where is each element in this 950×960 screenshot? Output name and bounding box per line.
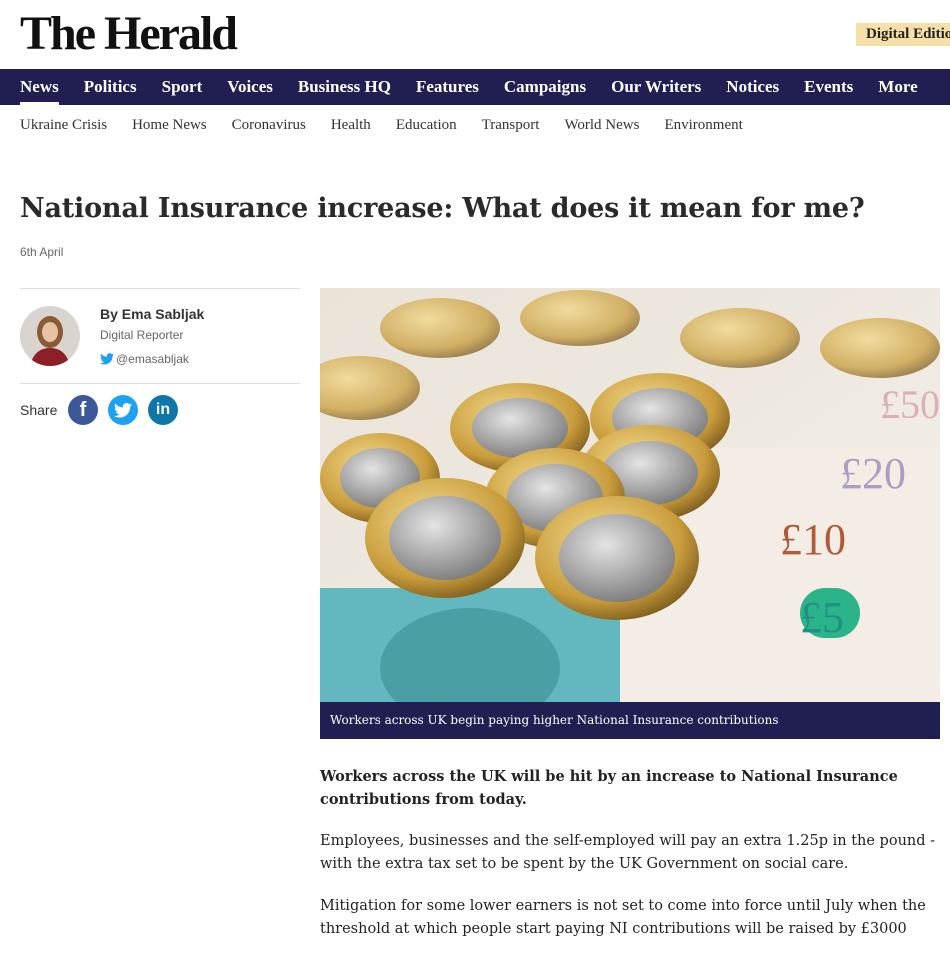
author-twitter[interactable]: @emasabljak [100,352,189,366]
nav-link[interactable]: Politics [83,77,137,96]
subnav-link[interactable]: Ukraine Crisis [20,117,108,133]
twitter-share[interactable] [108,395,138,425]
article-page: The Herald Digital Edition News Politics S… [0,7,950,937]
nav-link[interactable]: Our Writers [611,77,702,96]
twitter-icon [114,403,132,418]
nav-link[interactable]: Notices [726,77,780,96]
nav-link[interactable]: Campaigns [503,77,587,96]
subnav-link[interactable]: Education [395,117,457,133]
logo[interactable]: The Herald [20,7,238,60]
article-body: Workers across the UK will be hit by an … [320,765,940,960]
share-label: Share [20,402,58,418]
paragraph: Employees, businesses and the self-emplo… [320,833,936,872]
svg-text:£50: £50 [880,382,940,427]
subnav-link[interactable]: Environment [664,117,743,133]
nav-link[interactable]: Sport [161,77,203,96]
article-image: £50 £20 £10 £5 [320,288,940,702]
subnav-link[interactable]: Home News [132,117,207,133]
svg-text:£5: £5 [800,593,844,642]
image-caption: Workers across UK begin paying higher Na… [320,702,940,739]
divider [20,383,300,384]
sub-nav: Ukraine Crisis Home News Coronavirus Health… [20,114,768,134]
svg-text:£20: £20 [840,449,906,498]
author-avatar[interactable] [20,306,80,366]
nav-link[interactable]: Voices [227,77,273,96]
nav-link[interactable]: Business HQ [297,77,391,96]
date: 6th April [20,245,64,259]
page: The Herald {"header": {"logo": "The Hera… [0,7,950,937]
nav-link[interactable]: Events [804,77,854,96]
digital-edition-button[interactable]: Digital Edition [856,23,950,46]
svg-text:£10: £10 [780,515,846,564]
paragraph: Mitigation for some lower earners is not… [320,898,926,937]
paragraph: Workers across the UK will be hit by an … [320,768,898,808]
avatar-image [20,306,80,366]
linkedin-share[interactable]: in [148,395,178,425]
nav-link[interactable]: More [878,77,918,96]
author-role: Digital Reporter [100,328,184,342]
divider [20,288,300,289]
author-name[interactable]: By Ema Sabljak [100,306,205,322]
subnav-link[interactable]: Transport [481,117,540,133]
headline: National Insurance increase: What does i… [20,193,865,224]
subnav-link[interactable]: World News [564,117,640,133]
nav-link[interactable]: Features [415,77,479,96]
facebook-share[interactable]: f [68,395,98,425]
main-nav: News Politics Sport Voices Business HQ Featur… [0,69,950,105]
twitter-handle: @emasabljak [116,352,189,366]
subnav-link[interactable]: Health [330,117,371,133]
twitter-icon [100,353,114,365]
subnav-link[interactable]: Coronavirus [231,117,306,133]
nav-link[interactable]: News [20,69,59,105]
